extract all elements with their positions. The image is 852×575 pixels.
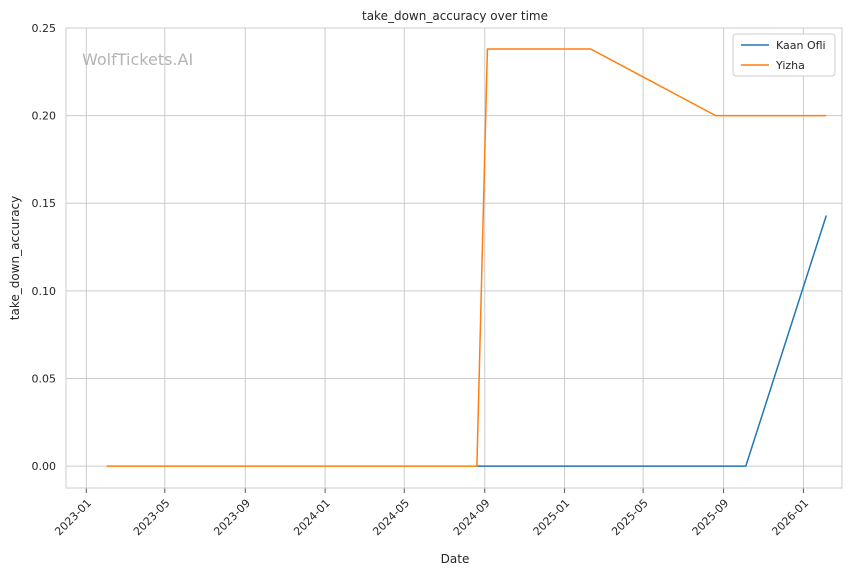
series-line-kaan-ofli	[476, 215, 828, 467]
y-tick-label: 0.00	[32, 460, 57, 473]
grid	[66, 27, 842, 493]
plot-frame	[65, 27, 843, 489]
y-tick-label: 0.15	[32, 197, 57, 210]
x-tick-label: 2023-05	[131, 497, 173, 539]
series-lines	[106, 48, 828, 467]
x-axis-label: Date	[441, 552, 470, 566]
chart-title: take_down_accuracy over time	[362, 9, 548, 23]
y-tick-label: 0.20	[32, 110, 57, 123]
x-tick-label: 2023-01	[52, 497, 94, 539]
y-tick-labels: 0.00 0.05 0.10 0.15 0.20 0.25	[32, 22, 57, 473]
x-tick-label: 2025-01	[531, 497, 573, 539]
legend-label-kaan-ofli: Kaan Ofli	[776, 39, 826, 52]
y-axis-label: take_down_accuracy	[8, 196, 22, 320]
x-tick-label: 2024-01	[291, 497, 333, 539]
y-tick-label: 0.05	[32, 372, 57, 385]
legend: Kaan Ofli Yizha	[732, 33, 836, 77]
x-tick-label: 2024-09	[451, 497, 493, 539]
x-tick-label: 2023-09	[211, 497, 253, 539]
x-tick-labels: 2023-01 2023-05 2023-09 2024-01 2024-05 2024-…	[52, 497, 811, 539]
x-tick-label: 2025-09	[690, 497, 732, 539]
legend-label-yizha: Yizha	[775, 59, 805, 72]
y-tick-label: 0.25	[32, 22, 57, 35]
series-line-yizha	[106, 48, 827, 467]
x-tick-label: 2024-05	[370, 497, 412, 539]
watermark: WolfTickets.AI	[82, 50, 193, 69]
y-tick-label: 0.10	[32, 285, 57, 298]
x-tick-label: 2026-01	[769, 497, 811, 539]
x-tick-label: 2025-05	[609, 497, 651, 539]
